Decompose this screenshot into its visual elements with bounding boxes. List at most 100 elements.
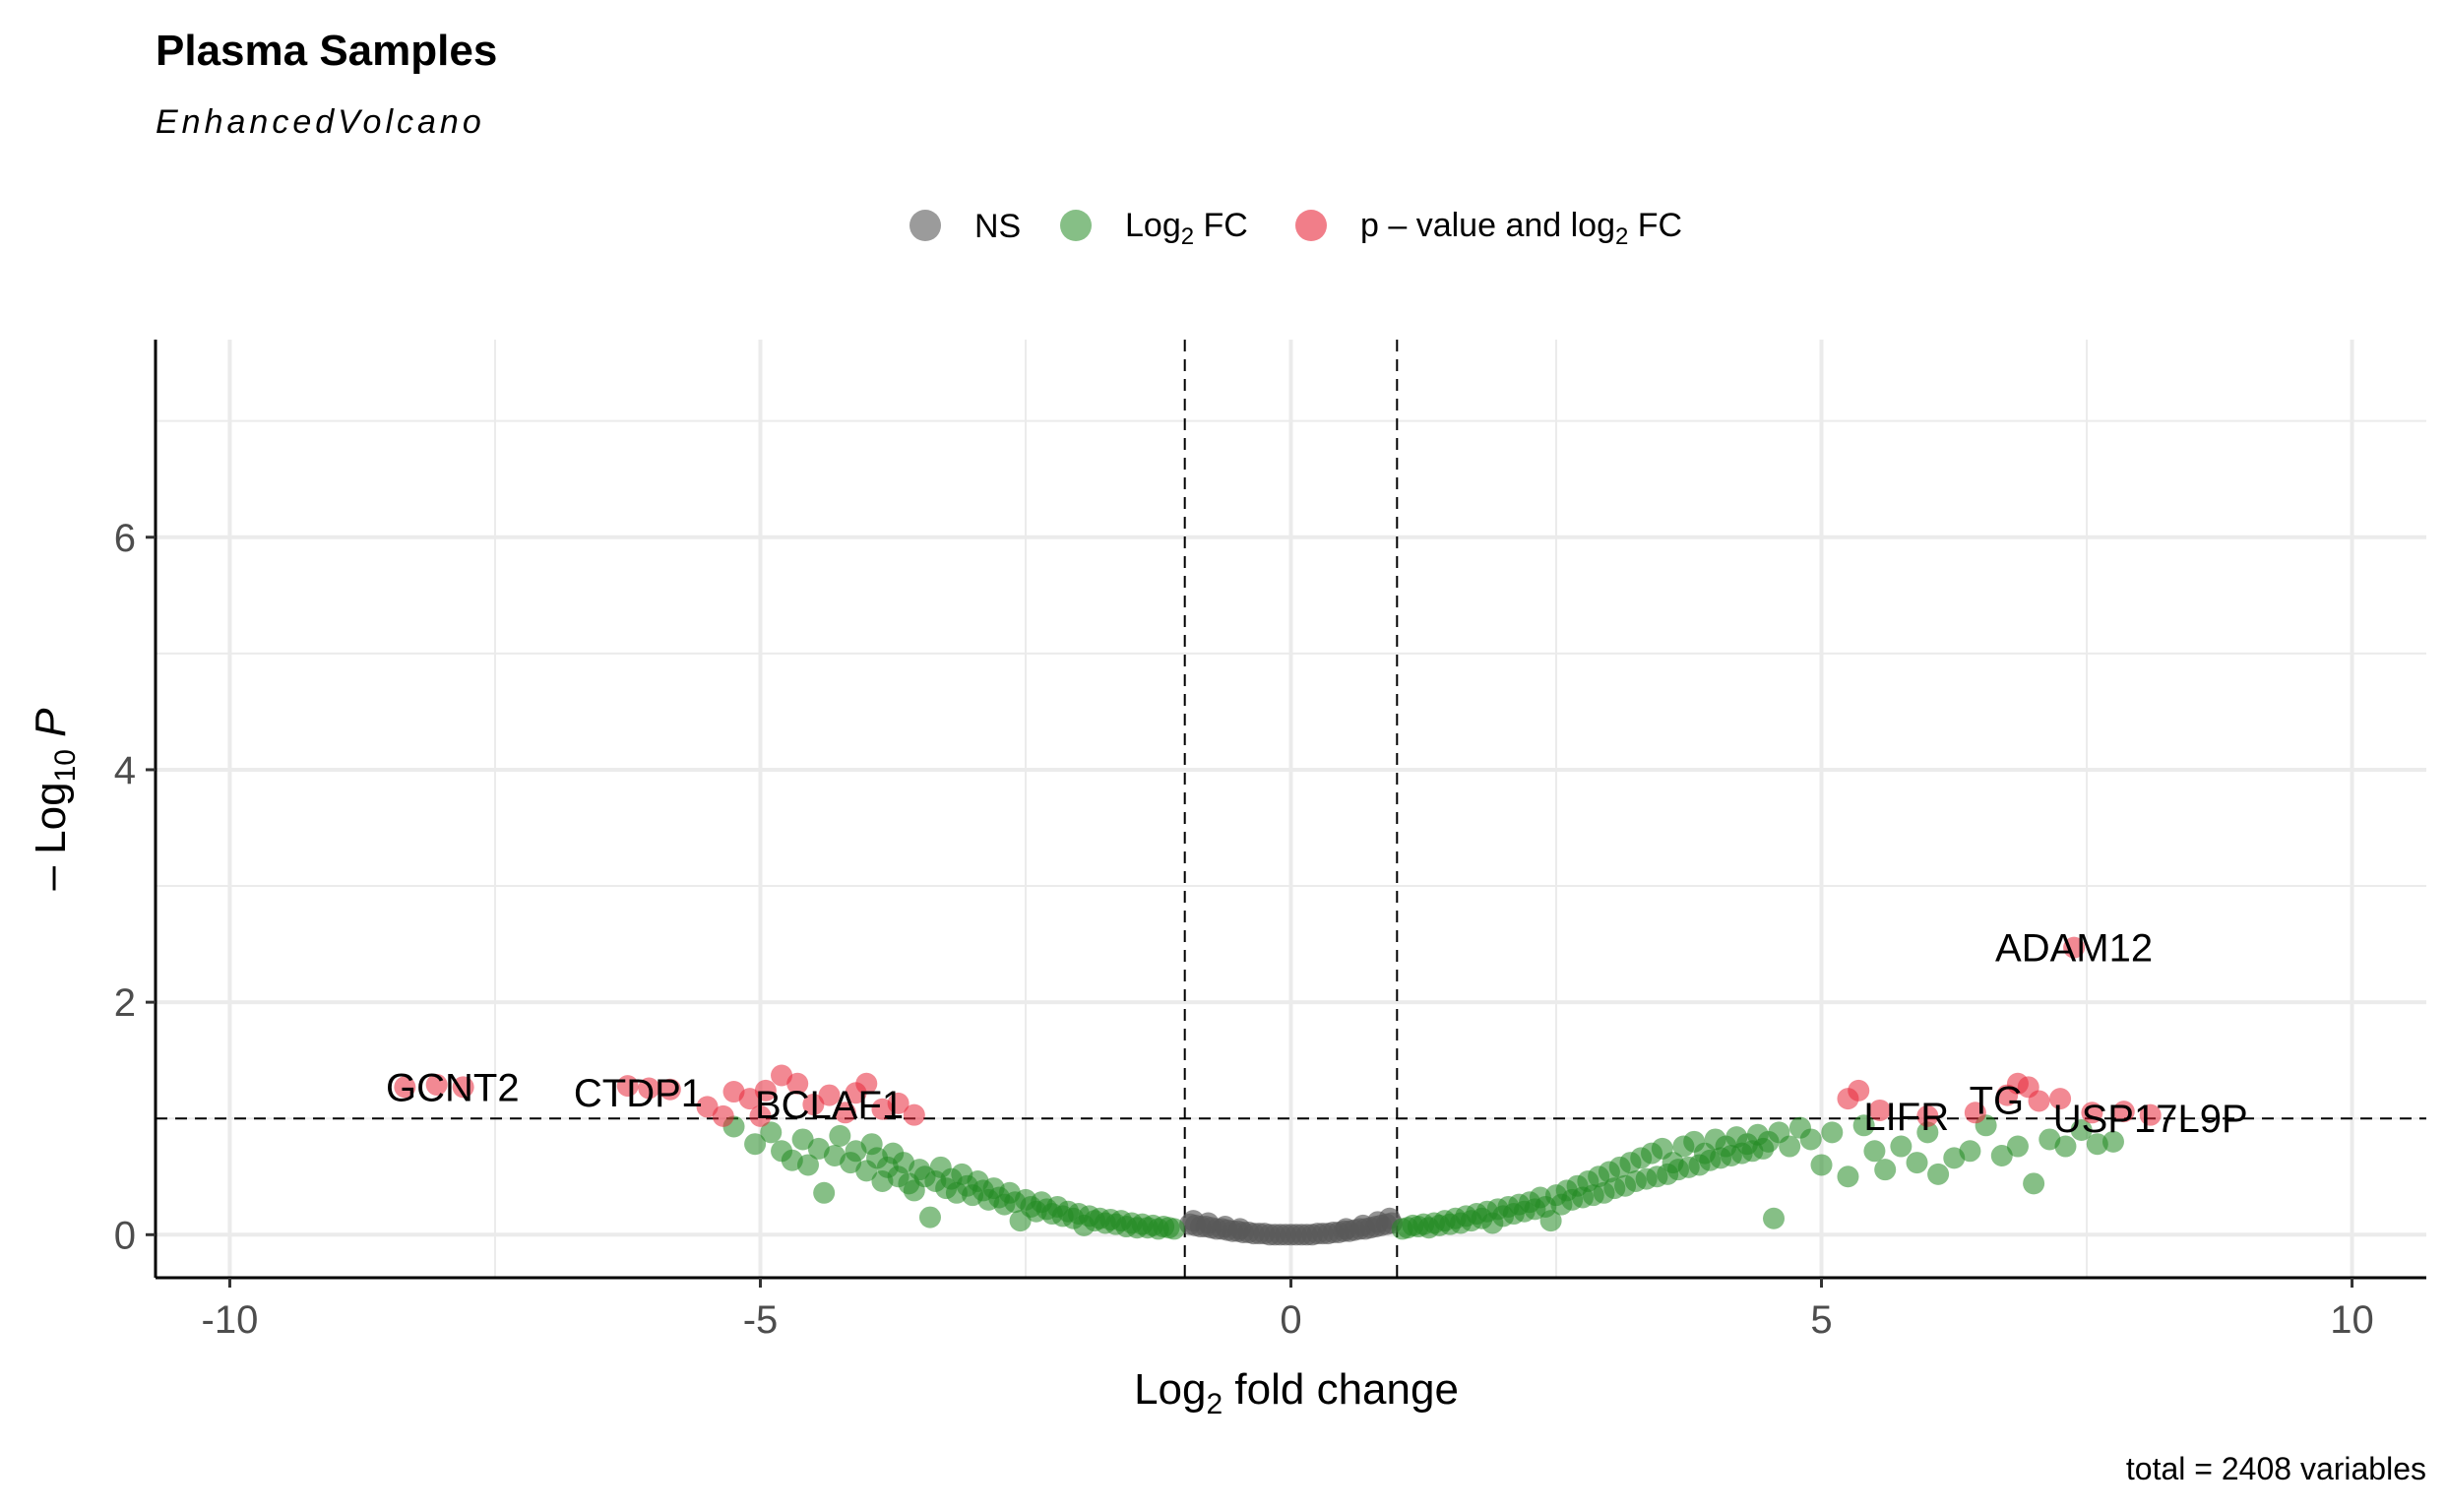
chart-subtitle: EnhancedVolcano: [156, 103, 485, 141]
y-tick-label: 0: [114, 1214, 136, 1257]
legend-key-log2fc: [1060, 210, 1092, 241]
legend-label-pvalue-log2fc: p – value and log2 FC: [1360, 207, 1682, 250]
y-axis-title-var: P: [27, 708, 75, 749]
ns-point: [1228, 1218, 1251, 1240]
log2fc-point: [1821, 1121, 1844, 1144]
x-tick-label: 10: [2330, 1298, 2374, 1342]
pvalue-log2fc-point: [855, 1072, 878, 1095]
pvalue-log2fc-point: [696, 1096, 719, 1118]
pvalue-log2fc-point: [903, 1103, 925, 1126]
x-axis-ticks: -10 -5 0 5 10: [202, 1278, 2374, 1342]
log2fc-point: [1916, 1121, 1939, 1144]
log2fc-point: [760, 1121, 783, 1144]
pvalue-log2fc-point: [1868, 1099, 1891, 1121]
legend-pvalue-sub: 2: [1615, 223, 1628, 250]
log2fc-point: [1810, 1154, 1833, 1176]
pvalue-log2fc-point: [616, 1075, 639, 1098]
x-axis-title-main: Log: [1134, 1365, 1206, 1414]
gene-label: USP17L9P: [2053, 1098, 2248, 1141]
log2fc-point: [1162, 1218, 1185, 1240]
pvalue-log2fc-point: [1848, 1079, 1870, 1102]
pvalue-log2fc-point: [802, 1094, 825, 1116]
x-tick-label: -5: [743, 1298, 779, 1342]
log2fc-point: [2086, 1133, 2108, 1156]
pvalue-log2fc-point: [738, 1088, 761, 1110]
pvalue-log2fc-point: [394, 1076, 416, 1099]
gene-label: LIFR: [1863, 1096, 1949, 1139]
y-tick-label: 2: [114, 981, 136, 1025]
pvalue-log2fc-point: [638, 1077, 660, 1100]
y-axis-title-prefix: – Log: [27, 782, 75, 890]
pvalue-log2fc-point: [425, 1073, 448, 1096]
chart-title: Plasma Samples: [156, 27, 497, 75]
gene-label: ADAM12: [1995, 927, 2153, 971]
log2fc-point: [2101, 1130, 2124, 1153]
ns-point: [1197, 1212, 1220, 1234]
pvalue-log2fc-point: [818, 1084, 841, 1106]
pvalue-log2fc-point: [2081, 1102, 2103, 1124]
log2fc-point: [1863, 1140, 1886, 1163]
log2fc-point: [2006, 1135, 2029, 1158]
pvalue-log2fc-point: [887, 1092, 909, 1114]
grid-lines: [156, 340, 2426, 1278]
pvalue-log2fc-point: [834, 1102, 856, 1124]
pvalue-log2fc-point: [786, 1072, 809, 1095]
gene-label: CTDP1: [574, 1072, 703, 1115]
log2fc-point: [1874, 1159, 1897, 1181]
pvalue-log2fc-point: [452, 1076, 474, 1099]
log2fc-point: [1779, 1135, 1801, 1158]
log2fc-point: [1927, 1163, 1950, 1185]
pvalue-log2fc-point: [2049, 1088, 2072, 1110]
log2fc-point: [2023, 1172, 2045, 1195]
pvalue-log2fc-point: [1964, 1102, 1986, 1124]
legend-key-ns: [909, 210, 941, 241]
log2fc-point: [796, 1154, 819, 1176]
x-axis-title-sub: 2: [1206, 1388, 1223, 1420]
pvalue-log2fc-point: [712, 1104, 734, 1127]
pvalue-log2fc-point: [2028, 1090, 2050, 1112]
log2fc-point: [1852, 1114, 1875, 1137]
log2fc-point: [1890, 1135, 1913, 1158]
pvalue-log2fc-point: [2112, 1101, 2135, 1123]
log2fc-point: [2054, 1135, 2077, 1158]
legend-pvalue-rest: FC: [1628, 207, 1682, 244]
log2fc-point: [1837, 1166, 1859, 1188]
log2fc-point: [1906, 1152, 1928, 1174]
legend-label-ns: NS: [974, 208, 1021, 245]
pvalue-log2fc-point: [749, 1104, 772, 1127]
gene-label: GCNT2: [386, 1066, 520, 1109]
pvalue-log2fc-point: [2139, 1103, 2162, 1126]
legend: NS Log2 FC p – value and log2 FC: [909, 207, 1682, 250]
x-axis-title: Log2 fold change: [1134, 1365, 1459, 1420]
y-tick-label: 4: [114, 749, 136, 792]
legend-log2fc-rest: FC: [1194, 207, 1248, 244]
legend-log2fc-main: Log: [1125, 207, 1181, 244]
gene-label: BCLAF1: [755, 1084, 904, 1127]
log2fc-point: [2070, 1119, 2093, 1142]
log2fc-point: [1799, 1128, 1822, 1151]
legend-label-log2fc: Log2 FC: [1125, 207, 1248, 250]
gene-label: TG: [1970, 1079, 2025, 1122]
x-axis-title-rest: fold change: [1223, 1365, 1459, 1414]
log2fc-point: [1539, 1210, 1562, 1232]
log2fc-point: [744, 1133, 767, 1156]
pvalue-log2fc-point: [771, 1064, 793, 1087]
chart-caption: total = 2408 variables: [2126, 1451, 2426, 1486]
log2fc-point: [1959, 1140, 1981, 1163]
log2fc-point: [918, 1206, 941, 1228]
log2fc-point: [791, 1128, 814, 1151]
y-axis-title-sub: 10: [49, 749, 82, 782]
log2fc-point: [1763, 1207, 1786, 1229]
y-axis-title: – Log10 P: [27, 708, 82, 891]
pvalue-log2fc-point: [1916, 1104, 1939, 1127]
legend-pvalue-main: p – value and log: [1360, 207, 1615, 244]
y-tick-label: 6: [114, 517, 136, 560]
pvalue-log2fc-point: [659, 1078, 681, 1101]
log2fc-point: [829, 1124, 851, 1147]
legend-log2fc-sub: 2: [1181, 223, 1194, 250]
pvalue-log2fc-point: [2063, 936, 2086, 959]
ns-point: [1335, 1218, 1357, 1240]
x-tick-label: -10: [202, 1298, 259, 1342]
point-labels: GCNT2 CTDP1 BCLAF1 ADAM12 LIFR TG USP17L9P: [386, 927, 2248, 1142]
